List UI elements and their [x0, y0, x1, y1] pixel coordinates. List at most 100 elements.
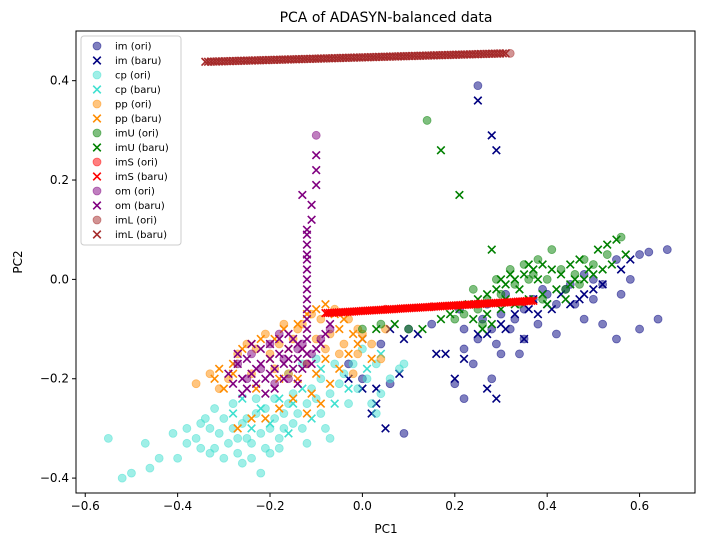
legend-marker-pp-ori-point-0 [92, 99, 102, 109]
series-cp-ori-point-37 [344, 399, 353, 408]
series-im-baru-point-4 [616, 265, 626, 274]
series-im-ori-point-13 [635, 324, 644, 334]
series-pp-ori-point-16 [348, 369, 358, 379]
series-im-baru-point-16 [431, 349, 441, 359]
series-im-ori-point-1 [644, 247, 654, 257]
series-imu-baru-point-39 [478, 324, 487, 334]
series-om-baru-point-44 [325, 319, 335, 329]
y-tick-label: 0.2 [50, 173, 69, 187]
series-im-ori-point-12 [612, 334, 621, 344]
series-om-baru-point-17 [297, 190, 307, 200]
series-cp-baru-point-12 [362, 364, 372, 374]
series-im-baru-point-17 [450, 374, 460, 384]
legend-label: imU (baru) [115, 143, 169, 154]
series-imu-baru-point-10 [538, 260, 547, 269]
legend-label: om (ori) [115, 187, 155, 198]
series-pp-baru-point-24 [247, 414, 256, 423]
series-imu-baru-point-41 [390, 319, 400, 329]
series-im-baru-point-18 [482, 384, 492, 394]
legend-label: cp (ori) [115, 71, 151, 82]
legend-marker-cp-baru-point-0 [92, 85, 102, 94]
series-im-ori-point-26 [468, 359, 478, 369]
series-imu-baru-point-21 [436, 314, 446, 324]
series-im-ori-point-50 [515, 349, 524, 359]
series-cp-baru-point-8 [284, 429, 293, 438]
series-cp-ori-point-55 [288, 419, 298, 428]
series-pp-baru-point-18 [325, 379, 335, 389]
series-om-baru-point-51 [233, 349, 243, 359]
series-om-baru-point-50 [242, 354, 252, 364]
x-tick-label: −0.6 [71, 499, 100, 513]
series-pp-baru-point-20 [302, 409, 312, 418]
series-cp-ori-point-24 [274, 433, 284, 443]
series-cp-baru-point-1 [247, 424, 256, 433]
series-imu-baru-point-34 [621, 250, 631, 259]
legend-marker-ims-ori-point-0 [92, 157, 102, 167]
series-om-baru-point-39 [293, 339, 303, 349]
series-cp-ori-point-54 [168, 428, 178, 438]
series-imu-baru-point-38 [487, 319, 497, 329]
series-cp-ori-point-20 [256, 428, 266, 438]
series-im-ori-point-19 [459, 344, 469, 354]
series-pp-baru-point-0 [210, 374, 219, 384]
series-cp-ori-point-15 [233, 448, 243, 458]
series-imu-baru-point-47 [524, 260, 534, 269]
y-tick-label: −0.4 [40, 471, 69, 485]
chart-title: PCA of ADASYN-balanced data [280, 10, 493, 26]
series-om-baru-point-12 [302, 284, 312, 294]
series-om-baru-point-14 [302, 304, 312, 314]
series-om-baru-point-33 [233, 359, 243, 369]
series-imu-baru-point-16 [482, 289, 492, 299]
series-imu-baru-point-20 [445, 309, 455, 319]
series-im-ori-point-31 [427, 319, 437, 329]
series-imu-baru-point-45 [570, 275, 580, 284]
series-im-baru-point-34 [533, 309, 543, 319]
series-im-ori-point-11 [598, 319, 608, 329]
series-pp-baru-point-1 [214, 364, 224, 374]
series-pp-ori-point-0 [191, 379, 201, 389]
y-tick-label: 0.0 [50, 272, 69, 286]
legend-entry-om-baru: om (baru) [92, 201, 165, 212]
series-om-baru-point-7 [302, 240, 312, 249]
series-im-ori-point-0 [662, 245, 672, 254]
legend-marker-im-baru-point-0 [92, 56, 102, 65]
series-om-baru-point-24 [274, 349, 284, 359]
legend-label: im (baru) [115, 56, 162, 67]
series-om-baru-point-22 [284, 344, 293, 354]
series-im-baru-point-21 [399, 334, 409, 344]
series-cp-ori-point-28 [293, 409, 303, 418]
series-imu-baru-point-44 [561, 294, 571, 304]
points-layer [103, 48, 672, 483]
series-im-ori-point-3 [635, 250, 644, 259]
series-om-baru-point-53 [247, 339, 256, 349]
legend-label: imL (ori) [115, 216, 157, 227]
series-imu-baru-point-48 [505, 270, 515, 279]
series-imu-baru-point-6 [575, 255, 584, 264]
series-imu-baru-point-46 [584, 265, 594, 274]
legend-label: cp (baru) [115, 85, 161, 96]
series-imu-baru-point-8 [556, 270, 566, 279]
series-imu-ori-point-22 [358, 324, 367, 334]
legend: im (ori) im (baru) cp (ori) cp (baru) pp (or… [80, 35, 182, 246]
series-cp-ori-point-73 [325, 433, 335, 443]
series-imu-baru-point-42 [418, 324, 427, 334]
legend-marker-om-baru-point-0 [92, 201, 102, 210]
legend-entry-iml-ori: imL (ori) [92, 215, 157, 227]
legend-marker-imu-baru-point-0 [92, 143, 102, 152]
series-om-baru-point-9 [302, 255, 312, 264]
series-cp-ori-point-29 [297, 424, 307, 433]
series-pp-baru-point-10 [311, 304, 321, 314]
series-cp-ori-point-7 [196, 443, 206, 453]
legend-label: imS (ori) [115, 158, 158, 169]
series-cp-ori-point-39 [362, 374, 372, 384]
series-im-baru-point-9 [524, 304, 534, 314]
series-im-baru-point-15 [441, 349, 450, 359]
series-cp-ori-point-77 [140, 438, 150, 448]
series-cp-ori-point-38 [353, 384, 363, 394]
series-imu-baru-point-27 [538, 289, 547, 299]
series-im-ori-point-38 [473, 81, 483, 91]
series-imu-ori-point-16 [602, 250, 612, 259]
legend-marker-om-ori-point-0 [92, 186, 102, 196]
legend-marker-iml-ori-point-0 [92, 215, 102, 225]
legend-entry-ims-ori: imS (ori) [92, 157, 158, 169]
